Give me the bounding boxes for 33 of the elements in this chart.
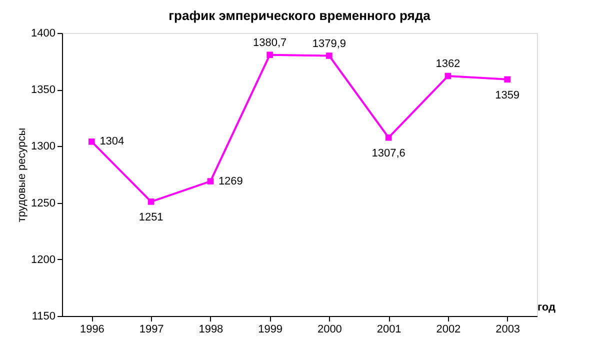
x-tick-label: 2003 [496, 324, 520, 336]
x-tick-label: 1999 [258, 324, 283, 336]
data-label: 1362 [436, 58, 460, 70]
point [266, 52, 273, 58]
y-tick-label: 1150 [32, 310, 56, 322]
y-tick-label: 1250 [31, 197, 56, 210]
y-tick-label: 1400 [31, 28, 56, 40]
chart-title: график эмперического временного ряда [168, 8, 432, 23]
data-label: 1307,6 [372, 148, 406, 160]
y-tick-label: 1350 [31, 84, 56, 96]
point [207, 178, 214, 184]
y-tick-label: 1300 [31, 140, 56, 153]
data-label: 1380,7 [252, 36, 287, 49]
x-tick-label: 1998 [198, 324, 224, 336]
x-tick-label: 2000 [317, 324, 342, 336]
data-label: 1304 [100, 136, 124, 148]
x-tick-label: 1996 [80, 324, 104, 336]
point [385, 134, 392, 141]
x-tick-label: 2001 [376, 324, 402, 336]
y-tick-label: 1200 [31, 254, 56, 266]
data-label: 1269 [218, 175, 243, 188]
data-label: 1359 [495, 89, 520, 102]
point [148, 198, 154, 205]
data-label: 1251 [138, 212, 164, 224]
x-tick-label: 2002 [436, 324, 461, 336]
x-axis-title: год [538, 302, 556, 314]
point [326, 52, 332, 59]
x-tick-label: 1997 [139, 324, 164, 336]
point [444, 72, 452, 80]
point [504, 76, 510, 83]
data-label: 1379,9 [312, 38, 346, 50]
y-axis-title: трудовые ресурсы [16, 128, 28, 222]
point [88, 138, 95, 145]
